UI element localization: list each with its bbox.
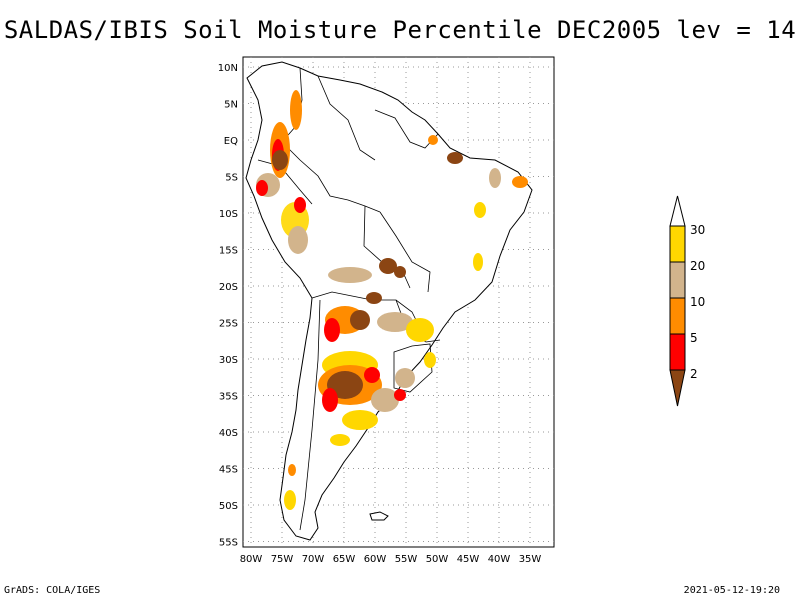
lat-tick-label: 40S: [219, 428, 238, 439]
continent-outline: [245, 61, 533, 541]
lon-tick-label: 65W: [333, 554, 356, 565]
longitude-labels: 80W 75W 70W 65W 60W 55W 50W 45W 40W 35W: [240, 554, 542, 565]
legend-label: 5: [690, 331, 698, 345]
patch: [294, 197, 306, 213]
patch: [322, 388, 338, 412]
lon-tick-label: 55W: [395, 554, 418, 565]
lon-tick-label: 70W: [302, 554, 325, 565]
footer-credit: GrADS: COLA/IGES: [4, 585, 101, 596]
patch: [284, 490, 296, 510]
patch: [288, 226, 308, 254]
lat-tick-label: 35S: [219, 392, 238, 403]
lat-tick-label: 25S: [219, 319, 238, 330]
patch: [366, 292, 382, 304]
lon-tick-label: 75W: [271, 554, 294, 565]
lat-tick-label: 5N: [224, 100, 238, 111]
patch: [377, 312, 413, 332]
legend-label: 10: [690, 295, 705, 309]
patch: [428, 135, 438, 145]
patch: [327, 371, 363, 399]
legend-label: 30: [690, 223, 705, 237]
color-legend: 30 20 10 5 2: [669, 195, 705, 407]
latitude-labels: 10N 5N EQ 5S 10S 15S 20S 25S 30S 35S 40S 45S 50S 55S: [218, 63, 238, 549]
lon-tick-label: 45W: [457, 554, 480, 565]
lat-tick-label: EQ: [224, 136, 238, 147]
lat-tick-label: 55S: [219, 538, 238, 549]
lat-tick-label: 5S: [225, 173, 238, 184]
lat-tick-label: 50S: [219, 501, 238, 512]
patch: [371, 388, 399, 412]
lon-tick-label: 50W: [426, 554, 449, 565]
patch: [288, 464, 296, 476]
lon-tick-label: 60W: [364, 554, 387, 565]
legend-box-20-30: [669, 225, 686, 263]
lon-tick-label: 35W: [519, 554, 542, 565]
patch: [342, 410, 378, 430]
lon-tick-label: 80W: [240, 554, 263, 565]
patch: [395, 368, 415, 388]
patch: [474, 202, 486, 218]
patch: [290, 90, 302, 130]
patch: [406, 318, 434, 342]
patch: [364, 367, 380, 383]
legend-arrow-bottom: [669, 369, 686, 407]
patch: [328, 267, 372, 283]
patch: [473, 253, 483, 271]
patch: [512, 176, 528, 188]
lat-tick-label: 20S: [219, 282, 238, 293]
patch: [394, 389, 406, 401]
legend-arrow-top: [669, 195, 686, 227]
legend-box-5-10: [669, 297, 686, 335]
map-frame: [242, 56, 555, 548]
patch: [394, 266, 406, 278]
lat-tick-label: 30S: [219, 355, 238, 366]
lat-tick-label: 45S: [219, 465, 238, 476]
falkland-islands: [369, 511, 389, 521]
patch: [379, 258, 397, 274]
map-title: SALDAS/IBIS Soil Moisture Percentile DEC…: [3, 16, 797, 44]
legend-label: 20: [690, 259, 705, 273]
legend-box-10-20: [669, 261, 686, 299]
patch: [330, 434, 350, 446]
lon-tick-label: 40W: [488, 554, 511, 565]
patch: [256, 180, 268, 196]
patch: [424, 352, 436, 368]
lat-tick-label: 10S: [219, 209, 238, 220]
legend-label: 2: [690, 367, 698, 381]
patch: [489, 168, 501, 188]
patch: [447, 152, 463, 164]
patch: [324, 318, 340, 342]
footer-timestamp: 2021-05-12-19:20: [683, 585, 780, 596]
legend-box-2-5: [669, 333, 686, 371]
percentile-patches: [256, 90, 528, 510]
lat-tick-label: 10N: [218, 63, 238, 74]
lat-tick-label: 15S: [219, 246, 238, 257]
patch: [350, 310, 370, 330]
patch: [272, 150, 288, 170]
